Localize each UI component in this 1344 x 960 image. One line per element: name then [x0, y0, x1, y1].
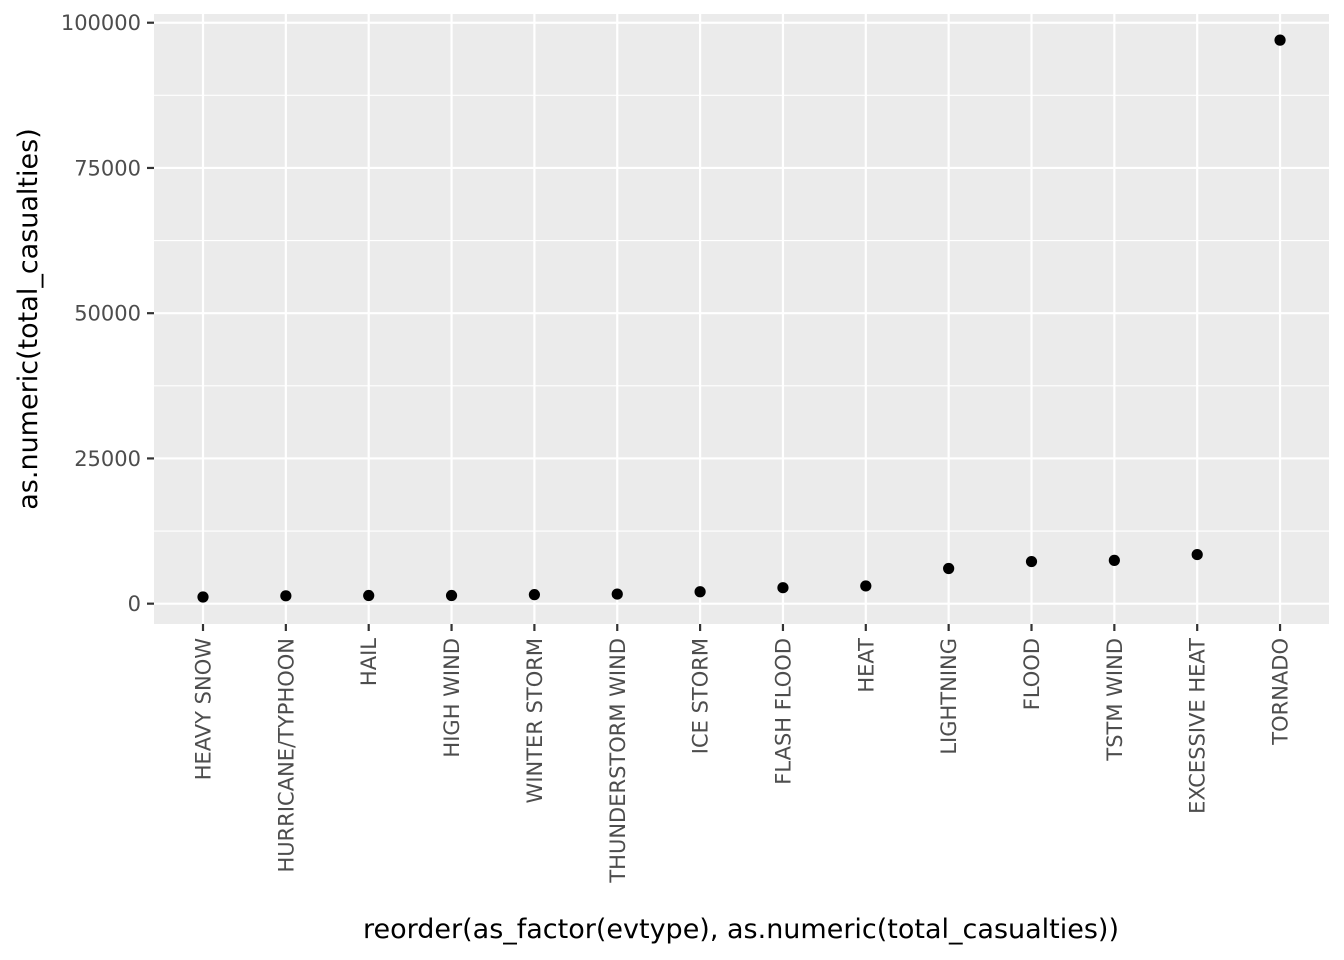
- data-point: [363, 589, 375, 602]
- data-point: [694, 586, 706, 598]
- y-axis-ticks: 0 25000 50000 75000 100000: [61, 11, 154, 616]
- x-tick-label: EXCESSIVE HEAT: [1186, 638, 1210, 814]
- x-tick-label: TORNADO: [1269, 638, 1293, 746]
- data-point: [1274, 34, 1286, 46]
- data-point: [528, 589, 541, 601]
- data-point: [943, 562, 955, 575]
- y-tick-label: 50000: [74, 302, 141, 326]
- data-point: [197, 591, 209, 603]
- minor-gridlines: [154, 94, 1329, 532]
- y-tick-label: 0: [128, 592, 141, 616]
- major-gridlines: [154, 14, 1329, 624]
- x-tick-label: HEAVY SNOW: [192, 638, 216, 781]
- data-point: [860, 580, 872, 592]
- x-tick-label: TSTM WIND: [1103, 638, 1127, 762]
- data-point: [280, 590, 292, 602]
- x-tick-label: FLOOD: [1020, 638, 1044, 710]
- data-point: [611, 588, 623, 600]
- y-tick-label: 25000: [74, 447, 141, 471]
- data-points: [197, 34, 1286, 603]
- x-axis-title: reorder(as_factor(evtype), as.numeric(to…: [363, 914, 1119, 945]
- data-point: [1191, 548, 1203, 561]
- x-tick-label: HURRICANE/TYPHOON: [274, 638, 298, 873]
- plot-panel: [154, 14, 1329, 624]
- x-tick-label: ICE STORM: [689, 638, 713, 754]
- x-tick-label: HIGH WIND: [440, 638, 464, 758]
- x-tick-label: WINTER STORM: [523, 638, 547, 803]
- x-tick-label: HAIL: [357, 638, 381, 686]
- x-tick-label: THUNDERSTORM WIND: [606, 638, 630, 884]
- x-tick-label: LIGHTNING: [937, 638, 961, 755]
- y-tick-label: 75000: [74, 156, 141, 180]
- x-tick-label: HEAT: [854, 638, 878, 693]
- y-axis-title: as.numeric(total_casualties): [13, 128, 44, 509]
- y-tick-label: 100000: [61, 11, 141, 35]
- data-point: [445, 589, 458, 602]
- x-tick-label: FLASH FLOOD: [771, 638, 795, 785]
- data-point: [1025, 555, 1038, 568]
- data-point: [777, 582, 789, 594]
- x-axis-ticks: HEAVY SNOW HURRICANE/TYPHOON HAIL HIGH WIND…: [192, 624, 1293, 884]
- data-point: [1108, 554, 1120, 566]
